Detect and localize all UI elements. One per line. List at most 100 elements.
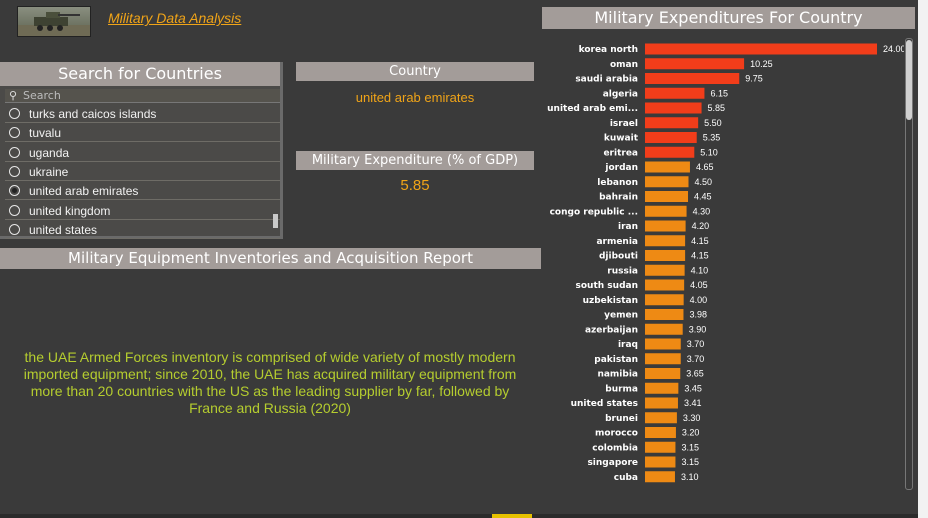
country-option-label: turks and caicos islands <box>29 107 157 121</box>
bar[interactable] <box>645 250 686 261</box>
bar[interactable] <box>645 382 679 394</box>
radio-unselected-icon[interactable] <box>9 146 20 158</box>
bar[interactable] <box>645 73 740 84</box>
category-label: south sudan <box>576 281 638 291</box>
bar[interactable] <box>645 161 690 173</box>
bar[interactable] <box>645 412 677 424</box>
data-label: 5.10 <box>700 147 718 157</box>
category-label: uzbekistan <box>583 296 638 306</box>
data-label: 4.00 <box>690 295 708 305</box>
search-placeholder: Search <box>23 89 61 102</box>
country-option-label: uganda <box>29 145 70 160</box>
country-option-label: united states <box>29 222 98 237</box>
bar[interactable] <box>645 205 687 217</box>
country-option-label: united arab emirates <box>29 184 139 199</box>
bar[interactable] <box>645 279 685 291</box>
bar[interactable] <box>645 456 676 468</box>
data-label: 9.75 <box>745 74 763 84</box>
bar[interactable] <box>645 427 676 438</box>
radio-unselected-icon[interactable] <box>9 204 20 216</box>
category-label: djibouti <box>599 252 638 262</box>
bar[interactable] <box>645 471 675 483</box>
category-label: colombia <box>592 443 638 453</box>
report-header: Military Equipment Inventories and Acqui… <box>0 248 541 269</box>
bar[interactable] <box>645 441 676 453</box>
bar[interactable] <box>645 397 678 409</box>
bar[interactable] <box>645 294 684 306</box>
data-label: 4.50 <box>695 177 713 187</box>
bar[interactable] <box>645 58 745 70</box>
data-label: 6.15 <box>710 88 728 98</box>
category-label: morocco <box>595 429 638 439</box>
data-label: 10.25 <box>750 59 773 69</box>
search-input[interactable]: ⚲ Search <box>5 89 280 103</box>
data-label: 4.45 <box>694 192 712 202</box>
bar[interactable] <box>645 264 685 276</box>
country-option[interactable]: tuvalu <box>5 124 280 143</box>
radio-unselected-icon[interactable] <box>9 165 20 177</box>
country-card-header: Country <box>296 62 534 81</box>
bar[interactable] <box>645 220 686 232</box>
category-label: russia <box>607 266 638 276</box>
bar[interactable] <box>645 43 877 55</box>
bar[interactable] <box>645 323 683 335</box>
active-sheet-tab[interactable] <box>492 514 532 518</box>
bar[interactable] <box>645 235 686 247</box>
category-label: united states <box>571 399 638 409</box>
search-icon: ⚲ <box>9 89 18 102</box>
category-label: congo republic ... <box>550 207 638 217</box>
radio-selected-icon[interactable] <box>9 185 20 197</box>
chart-title: Military Expenditures For Country <box>542 7 915 29</box>
data-label: 4.65 <box>696 162 714 172</box>
country-option[interactable]: turks and caicos islands <box>5 105 280 123</box>
chart-scrollbar-track[interactable] <box>905 38 913 490</box>
country-option[interactable]: united states <box>5 221 280 239</box>
country-option[interactable]: ukraine <box>5 163 280 181</box>
data-label: 3.70 <box>687 339 705 349</box>
country-search-slicer: Search for Countries ⚲ Search turks and … <box>0 62 283 239</box>
category-label: jordan <box>604 163 638 173</box>
bar[interactable] <box>645 191 689 202</box>
category-label: oman <box>610 60 638 70</box>
bar[interactable] <box>645 146 695 158</box>
category-label: israel <box>610 119 638 129</box>
radio-unselected-icon[interactable] <box>9 108 20 119</box>
chart-scrollbar-thumb[interactable] <box>906 40 912 120</box>
data-label: 3.70 <box>687 354 705 364</box>
category-label: burma <box>605 384 638 394</box>
data-label: 4.30 <box>693 206 711 216</box>
bar[interactable] <box>645 353 681 365</box>
category-label: azerbaijan <box>585 325 638 335</box>
category-label: algeria <box>603 89 638 99</box>
category-label: namibia <box>597 370 638 380</box>
bar[interactable] <box>645 176 689 188</box>
sheet-tab-strip <box>0 514 918 518</box>
category-label: lebanon <box>597 178 638 188</box>
selected-country-value: united arab emirates <box>355 90 475 105</box>
country-option[interactable]: uganda <box>5 144 280 162</box>
bar[interactable] <box>645 132 697 143</box>
data-label: 5.50 <box>704 118 722 128</box>
bar[interactable] <box>645 368 681 379</box>
bar[interactable] <box>645 117 699 129</box>
radio-unselected-icon[interactable] <box>9 127 20 139</box>
bar[interactable] <box>645 309 684 320</box>
country-option-label: ukraine <box>29 164 69 179</box>
category-label: cuba <box>614 473 638 483</box>
country-option[interactable]: united kingdom <box>5 202 280 220</box>
bar[interactable] <box>645 102 702 114</box>
country-option[interactable]: united arab emirates <box>5 182 280 201</box>
app-title[interactable]: Military Data Analysis <box>108 10 242 26</box>
data-label: 3.15 <box>681 457 699 467</box>
list-scrollbar[interactable] <box>273 214 278 228</box>
data-label: 3.41 <box>684 398 702 408</box>
category-label: kuwait <box>604 134 639 144</box>
data-label: 24.00 <box>883 44 904 54</box>
bar[interactable] <box>645 87 705 99</box>
app-logo <box>17 6 91 37</box>
expenditure-bar-chart: korea north 24.00 oman 10.25 saudi arabia 9.7… <box>547 43 904 483</box>
bar[interactable] <box>645 338 681 350</box>
radio-unselected-icon[interactable] <box>9 223 20 235</box>
report-text: the UAE Armed Forces inventory is compri… <box>23 349 517 416</box>
category-label: iraq <box>618 340 638 350</box>
